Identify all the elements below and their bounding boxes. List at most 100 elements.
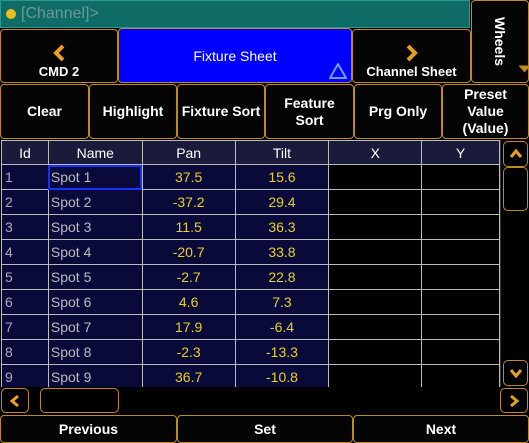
horizontal-scroll-thumb[interactable] — [40, 388, 119, 413]
cell-pan[interactable]: -2.3 — [141, 339, 236, 365]
cell-id[interactable]: 9 — [1, 364, 49, 390]
fixture-sort-button[interactable]: Fixture Sort — [177, 84, 265, 139]
chevron-left-small-icon — [10, 394, 19, 407]
cell-pan[interactable]: -2.7 — [141, 264, 236, 290]
prev-sheet-button[interactable]: CMD 2 — [0, 29, 118, 83]
table-row[interactable]: 4 Spot 4 -20.7 33.8 — [1, 239, 500, 265]
column-header-tilt[interactable]: Tilt — [234, 140, 330, 165]
scroll-right-button[interactable] — [500, 388, 528, 413]
fixture-table: Id Name Pan Tilt X Y 1 Spot 1 37.5 15.6 2 Spo… — [0, 140, 500, 390]
table-row[interactable]: 7 Spot 7 17.9 -6.4 — [1, 314, 500, 340]
cell-id[interactable]: 2 — [1, 189, 49, 215]
preset-value-button[interactable]: Preset Value (Value) — [442, 84, 529, 139]
cell-tilt[interactable]: -6.4 — [234, 314, 330, 340]
chevron-up-icon — [509, 149, 522, 158]
cell-y[interactable] — [421, 314, 500, 340]
scroll-down-button[interactable] — [503, 360, 528, 386]
cell-y[interactable] — [421, 289, 500, 315]
cell-y[interactable] — [421, 339, 500, 365]
cell-y[interactable] — [421, 214, 500, 240]
cell-y[interactable] — [421, 189, 500, 215]
chevron-right-small-icon — [510, 394, 519, 407]
vertical-scroll-thumb[interactable] — [503, 167, 528, 211]
cell-pan[interactable]: -37.2 — [141, 189, 236, 215]
highlight-button[interactable]: Highlight — [89, 84, 177, 139]
cell-pan[interactable]: 17.9 — [141, 314, 236, 340]
scroll-left-button[interactable] — [1, 388, 29, 413]
cell-pan[interactable]: 36.7 — [141, 364, 236, 390]
arrow-right-icon — [518, 65, 529, 73]
horizontal-scrollbar[interactable] — [0, 387, 529, 414]
cell-id[interactable]: 6 — [1, 289, 49, 315]
cell-tilt[interactable]: 15.6 — [234, 164, 330, 190]
cell-x[interactable] — [328, 164, 423, 190]
table-row[interactable]: 1 Spot 1 37.5 15.6 — [1, 164, 500, 190]
cell-tilt[interactable]: 22.8 — [234, 264, 330, 290]
table-row[interactable]: 3 Spot 3 11.5 36.3 — [1, 214, 500, 240]
cell-x[interactable] — [328, 189, 423, 215]
column-header-name[interactable]: Name — [47, 140, 143, 165]
current-sheet-tab[interactable]: Fixture Sheet — [118, 28, 352, 83]
cell-id[interactable]: 1 — [1, 164, 49, 190]
cell-y[interactable] — [421, 164, 500, 190]
cell-id[interactable]: 5 — [1, 264, 49, 290]
next-button[interactable]: Next — [353, 415, 529, 443]
cell-name[interactable]: Spot 8 — [47, 339, 143, 365]
cell-tilt[interactable]: 36.3 — [234, 214, 330, 240]
cell-x[interactable] — [328, 264, 423, 290]
scroll-up-button[interactable] — [503, 141, 528, 167]
cell-x[interactable] — [328, 339, 423, 365]
table-header-row: Id Name Pan Tilt X Y — [1, 140, 500, 165]
table-row[interactable]: 5 Spot 5 -2.7 22.8 — [1, 264, 500, 290]
cell-name[interactable]: Spot 2 — [47, 189, 143, 215]
cell-y[interactable] — [421, 264, 500, 290]
cell-x[interactable] — [328, 364, 423, 390]
cell-x[interactable] — [328, 314, 423, 340]
cell-x[interactable] — [328, 214, 423, 240]
feature-sort-button[interactable]: Feature Sort — [265, 84, 354, 139]
current-sheet-label: Fixture Sheet — [193, 47, 277, 64]
cell-y[interactable] — [421, 364, 500, 390]
prg-only-button[interactable]: Prg Only — [354, 84, 442, 139]
cell-name[interactable]: Spot 9 — [47, 364, 143, 390]
cell-y[interactable] — [421, 239, 500, 265]
cell-tilt[interactable]: 29.4 — [234, 189, 330, 215]
cell-tilt[interactable]: -10.8 — [234, 364, 330, 390]
column-header-id[interactable]: Id — [1, 140, 49, 165]
table-row[interactable]: 2 Spot 2 -37.2 29.4 — [1, 189, 500, 215]
cell-pan[interactable]: -20.7 — [141, 239, 236, 265]
wheels-button[interactable]: Wheels — [471, 0, 529, 83]
vertical-scrollbar[interactable] — [500, 140, 529, 387]
preset-value-label: Preset Value (Value) — [462, 86, 509, 136]
cell-pan[interactable]: 4.6 — [141, 289, 236, 315]
column-header-pan[interactable]: Pan — [141, 140, 236, 165]
cell-x[interactable] — [328, 289, 423, 315]
column-header-x[interactable]: X — [328, 140, 423, 165]
table-row[interactable]: 6 Spot 6 4.6 7.3 — [1, 289, 500, 315]
cell-name[interactable]: Spot 4 — [47, 239, 143, 265]
cell-pan[interactable]: 37.5 — [141, 164, 236, 190]
status-dot-icon — [6, 9, 16, 19]
cell-id[interactable]: 4 — [1, 239, 49, 265]
cell-name[interactable]: Spot 7 — [47, 314, 143, 340]
previous-button[interactable]: Previous — [0, 415, 177, 443]
cell-tilt[interactable]: 7.3 — [234, 289, 330, 315]
cell-pan[interactable]: 11.5 — [141, 214, 236, 240]
clear-button[interactable]: Clear — [0, 84, 89, 139]
set-button[interactable]: Set — [177, 415, 353, 443]
next-sheet-button[interactable]: Channel Sheet — [352, 29, 471, 83]
cell-name[interactable]: Spot 5 — [47, 264, 143, 290]
cell-x[interactable] — [328, 239, 423, 265]
cell-name[interactable]: Spot 3 — [47, 214, 143, 240]
cell-id[interactable]: 3 — [1, 214, 49, 240]
cell-tilt[interactable]: -13.3 — [234, 339, 330, 365]
table-row[interactable]: 9 Spot 9 36.7 -10.8 — [1, 364, 500, 390]
column-header-y[interactable]: Y — [421, 140, 500, 165]
cell-tilt[interactable]: 33.8 — [234, 239, 330, 265]
command-line[interactable]: [Channel]> — [0, 0, 470, 28]
cell-id[interactable]: 8 — [1, 339, 49, 365]
cell-name[interactable]: Spot 6 — [47, 289, 143, 315]
table-row[interactable]: 8 Spot 8 -2.3 -13.3 — [1, 339, 500, 365]
cell-id[interactable]: 7 — [1, 314, 49, 340]
cell-name[interactable]: Spot 1 — [47, 164, 143, 190]
